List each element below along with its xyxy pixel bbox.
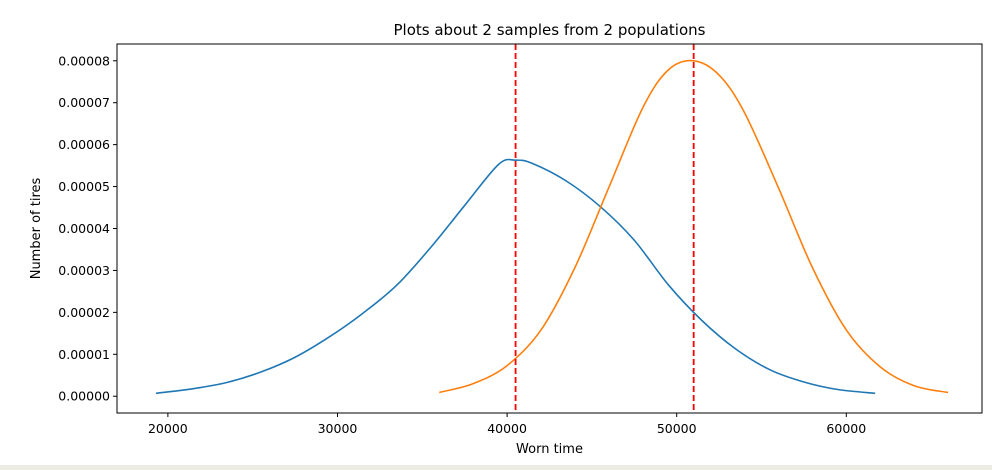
series-line-1 [155, 158, 876, 395]
y-tick-label: 0.00005 [58, 179, 110, 194]
y-tick-label: 0.00002 [58, 305, 110, 320]
plot-area [155, 44, 949, 413]
y-tick-label: 0.00007 [58, 95, 110, 110]
y-tick-label: 0.00004 [58, 221, 110, 236]
x-tick-label: 30000 [318, 421, 358, 436]
x-tick-label: 50000 [657, 421, 697, 436]
series-line-2 [439, 59, 949, 394]
y-tick-label: 0.00006 [58, 137, 110, 152]
x-tick-label: 20000 [148, 421, 188, 436]
x-axis-label: Worn time [516, 442, 583, 457]
window-bottom-strip [0, 465, 992, 470]
y-tick-label: 0.00001 [58, 347, 110, 362]
x-tick-label: 60000 [826, 421, 866, 436]
y-axis: 0.00000 0.00001 0.00002 0.00003 0.00004 0.000… [58, 53, 117, 404]
x-tick-label: 40000 [487, 421, 527, 436]
axes-frame [116, 43, 983, 414]
y-tick-label: 0.00008 [58, 53, 110, 68]
y-tick-label: 0.00000 [58, 389, 110, 404]
chart-title: Plots about 2 samples from 2 populations [394, 21, 706, 39]
x-axis: 20000 30000 40000 50000 60000 [148, 413, 866, 436]
y-tick-label: 0.00003 [58, 263, 110, 278]
y-axis-label: Number of tires [29, 177, 44, 279]
